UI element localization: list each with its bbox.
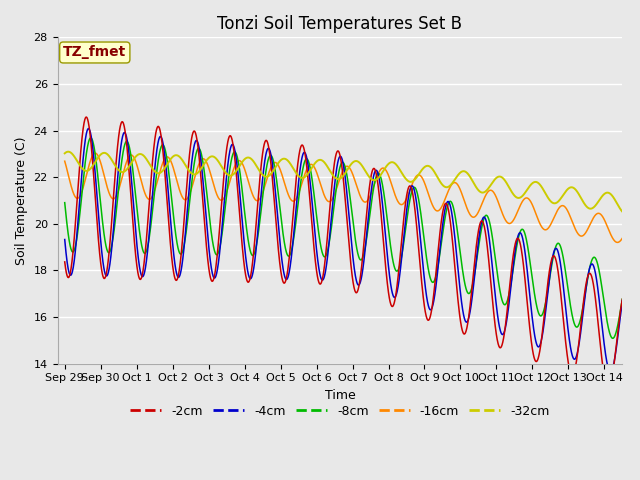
- Title: Tonzi Soil Temperatures Set B: Tonzi Soil Temperatures Set B: [218, 15, 463, 33]
- X-axis label: Time: Time: [324, 389, 355, 402]
- Text: TZ_fmet: TZ_fmet: [63, 46, 127, 60]
- Y-axis label: Soil Temperature (C): Soil Temperature (C): [15, 136, 28, 265]
- Legend: -2cm, -4cm, -8cm, -16cm, -32cm: -2cm, -4cm, -8cm, -16cm, -32cm: [125, 400, 555, 423]
